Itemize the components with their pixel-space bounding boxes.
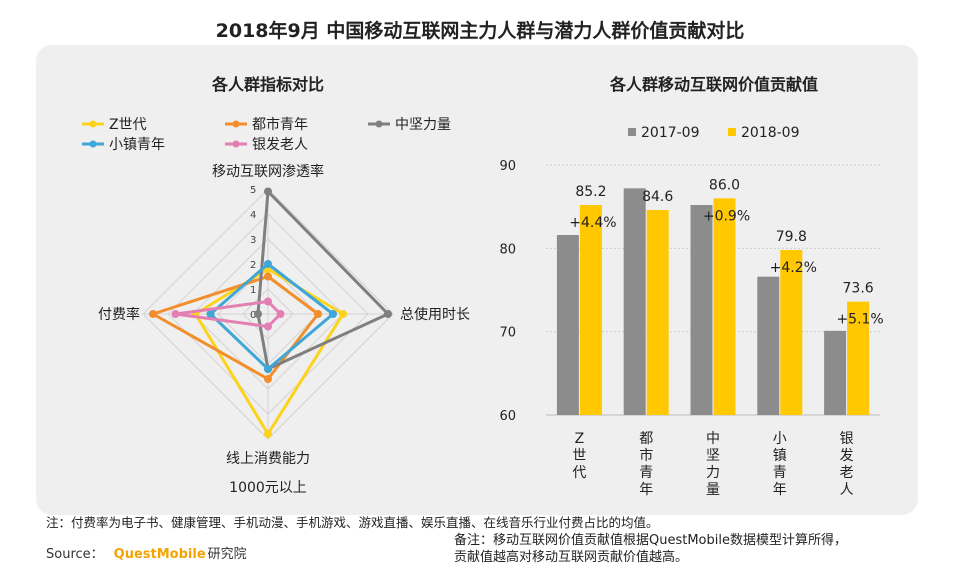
bar <box>757 276 780 415</box>
source-brand: QuestMobile <box>113 547 206 562</box>
bar-category-char: 坚 <box>706 448 720 464</box>
remark-line-1: 备注：移动互联网价值贡献值根据QuestMobile数据模型计算所得， <box>454 533 847 548</box>
radar-tick-label: 3 <box>250 235 256 246</box>
bar-change-label: +5.1% <box>836 312 883 328</box>
radar-point <box>339 310 347 318</box>
bar-category-char: 中 <box>706 431 720 447</box>
radar-point <box>254 310 262 318</box>
bar-category-char: 代 <box>572 465 586 481</box>
legend-marker <box>89 140 97 148</box>
bar-category-char: 青 <box>639 465 653 481</box>
radar-point <box>264 322 272 331</box>
bar-category-char: 老 <box>840 465 854 481</box>
radar-series-line <box>256 190 390 371</box>
bar-change-label: +4.2% <box>770 260 817 276</box>
footnote: 注：付费率为电子书、健康管理、手机动漫、手机游戏、游戏直播、娱乐直播、在线音乐行… <box>46 515 659 530</box>
bar-category-char: 青 <box>773 465 787 481</box>
radar-point <box>264 365 272 373</box>
bar-category-char: 小 <box>773 431 787 447</box>
bar-category-char: 都 <box>639 431 653 447</box>
legend-label: Z世代 <box>109 117 147 133</box>
radar-point <box>264 187 272 196</box>
bar-change-label: +0.9% <box>703 208 750 224</box>
bar <box>690 205 713 415</box>
bar-y-tick-label: 90 <box>499 159 516 174</box>
radar-axis-label: 线上消费能力 <box>226 451 310 467</box>
source-brand-suffix: 研究院 <box>207 547 247 562</box>
radar-point <box>149 310 157 318</box>
radar-axis-sublabel: 1000元以上 <box>229 480 307 496</box>
radar-point <box>264 430 272 438</box>
legend-marker <box>232 140 240 148</box>
radar-point <box>314 310 322 318</box>
radar-axis-label: 付费率 <box>98 306 140 323</box>
bar <box>579 205 602 415</box>
radar-tick-label: 4 <box>250 210 256 221</box>
radar-point <box>264 375 272 383</box>
bar-category-char: 市 <box>639 447 653 464</box>
radar-point <box>384 310 392 318</box>
bar <box>780 250 803 415</box>
source-line: Source： QuestMobile 研究院 <box>46 543 247 562</box>
radar-axis-label: 移动互联网渗透率 <box>212 163 324 180</box>
bar-category-char: 世 <box>572 448 586 464</box>
radar-title: 各人群指标对比 <box>211 75 324 94</box>
radar-point <box>329 310 337 318</box>
radar-tick-label: 1 <box>250 285 256 296</box>
bar-category-char: 发 <box>840 448 854 464</box>
bar-title: 各人群移动互联网价值贡献值 <box>609 75 818 94</box>
bar-category-char: 量 <box>706 482 720 498</box>
legend-swatch <box>628 128 636 136</box>
bar-y-tick-label: 80 <box>499 242 516 257</box>
bar <box>824 330 847 415</box>
legend-marker <box>89 120 97 128</box>
source-label: Source： <box>46 547 104 562</box>
bar-data-label: 84.6 <box>642 189 673 205</box>
legend-label: 小镇青年 <box>109 137 165 153</box>
bar-category-char: Z <box>575 431 585 447</box>
legend-label: 银发老人 <box>252 137 308 153</box>
radar-point <box>276 310 285 318</box>
bar-category-char: 人 <box>840 482 854 498</box>
legend-marker <box>232 120 240 128</box>
radar-tick-label: 2 <box>250 260 256 271</box>
bar <box>646 210 669 415</box>
bar-category-char: 力 <box>706 465 720 481</box>
bar-category-char: 银 <box>840 431 854 447</box>
bar-data-label: 85.2 <box>575 184 606 200</box>
legend-label: 都市青年 <box>252 116 308 133</box>
bar-category-char: 年 <box>773 482 787 498</box>
bar-y-tick-label: 60 <box>499 409 516 424</box>
legend-label: 2018-09 <box>741 125 800 141</box>
bar-data-label: 73.6 <box>843 281 874 297</box>
radar-tick-label: 0 <box>250 310 256 321</box>
radar-point <box>264 272 272 281</box>
bar <box>623 188 646 415</box>
remark: 备注：移动互联网价值贡献值根据QuestMobile数据模型计算所得， 贡献值越… <box>454 532 847 566</box>
bar-data-label: 79.8 <box>776 229 807 245</box>
radar-axis-label: 总使用时长 <box>400 306 470 323</box>
bar-category-char: 年 <box>639 482 653 498</box>
remark-line-2: 贡献值越高对移动互联网贡献价值越高。 <box>454 550 689 565</box>
radar-point <box>264 260 272 268</box>
legend-label: 2017-09 <box>641 125 700 141</box>
radar-point <box>206 310 215 318</box>
radar-tick-label: 5 <box>250 185 256 196</box>
radar-point <box>264 297 272 306</box>
page-title: 2018年9月 中国移动互联网主力人群与潜力人群价值贡献对比 <box>215 20 745 42</box>
bar-chart: 各人群移动互联网价值贡献值 2017-09 2018-09 60 70 80 90 85.2 +… <box>499 75 883 498</box>
legend-label: 中坚力量 <box>395 117 451 133</box>
bar <box>713 198 736 415</box>
bar <box>556 235 579 415</box>
bar <box>847 301 870 415</box>
bar-y-tick-label: 70 <box>499 326 516 341</box>
radar-point <box>171 310 180 318</box>
bar-data-label: 86.0 <box>709 177 740 193</box>
bar-category-char: 镇 <box>773 448 787 464</box>
legend-swatch <box>728 128 736 136</box>
legend-marker <box>375 120 383 128</box>
bar-change-label: +4.4% <box>569 215 616 231</box>
